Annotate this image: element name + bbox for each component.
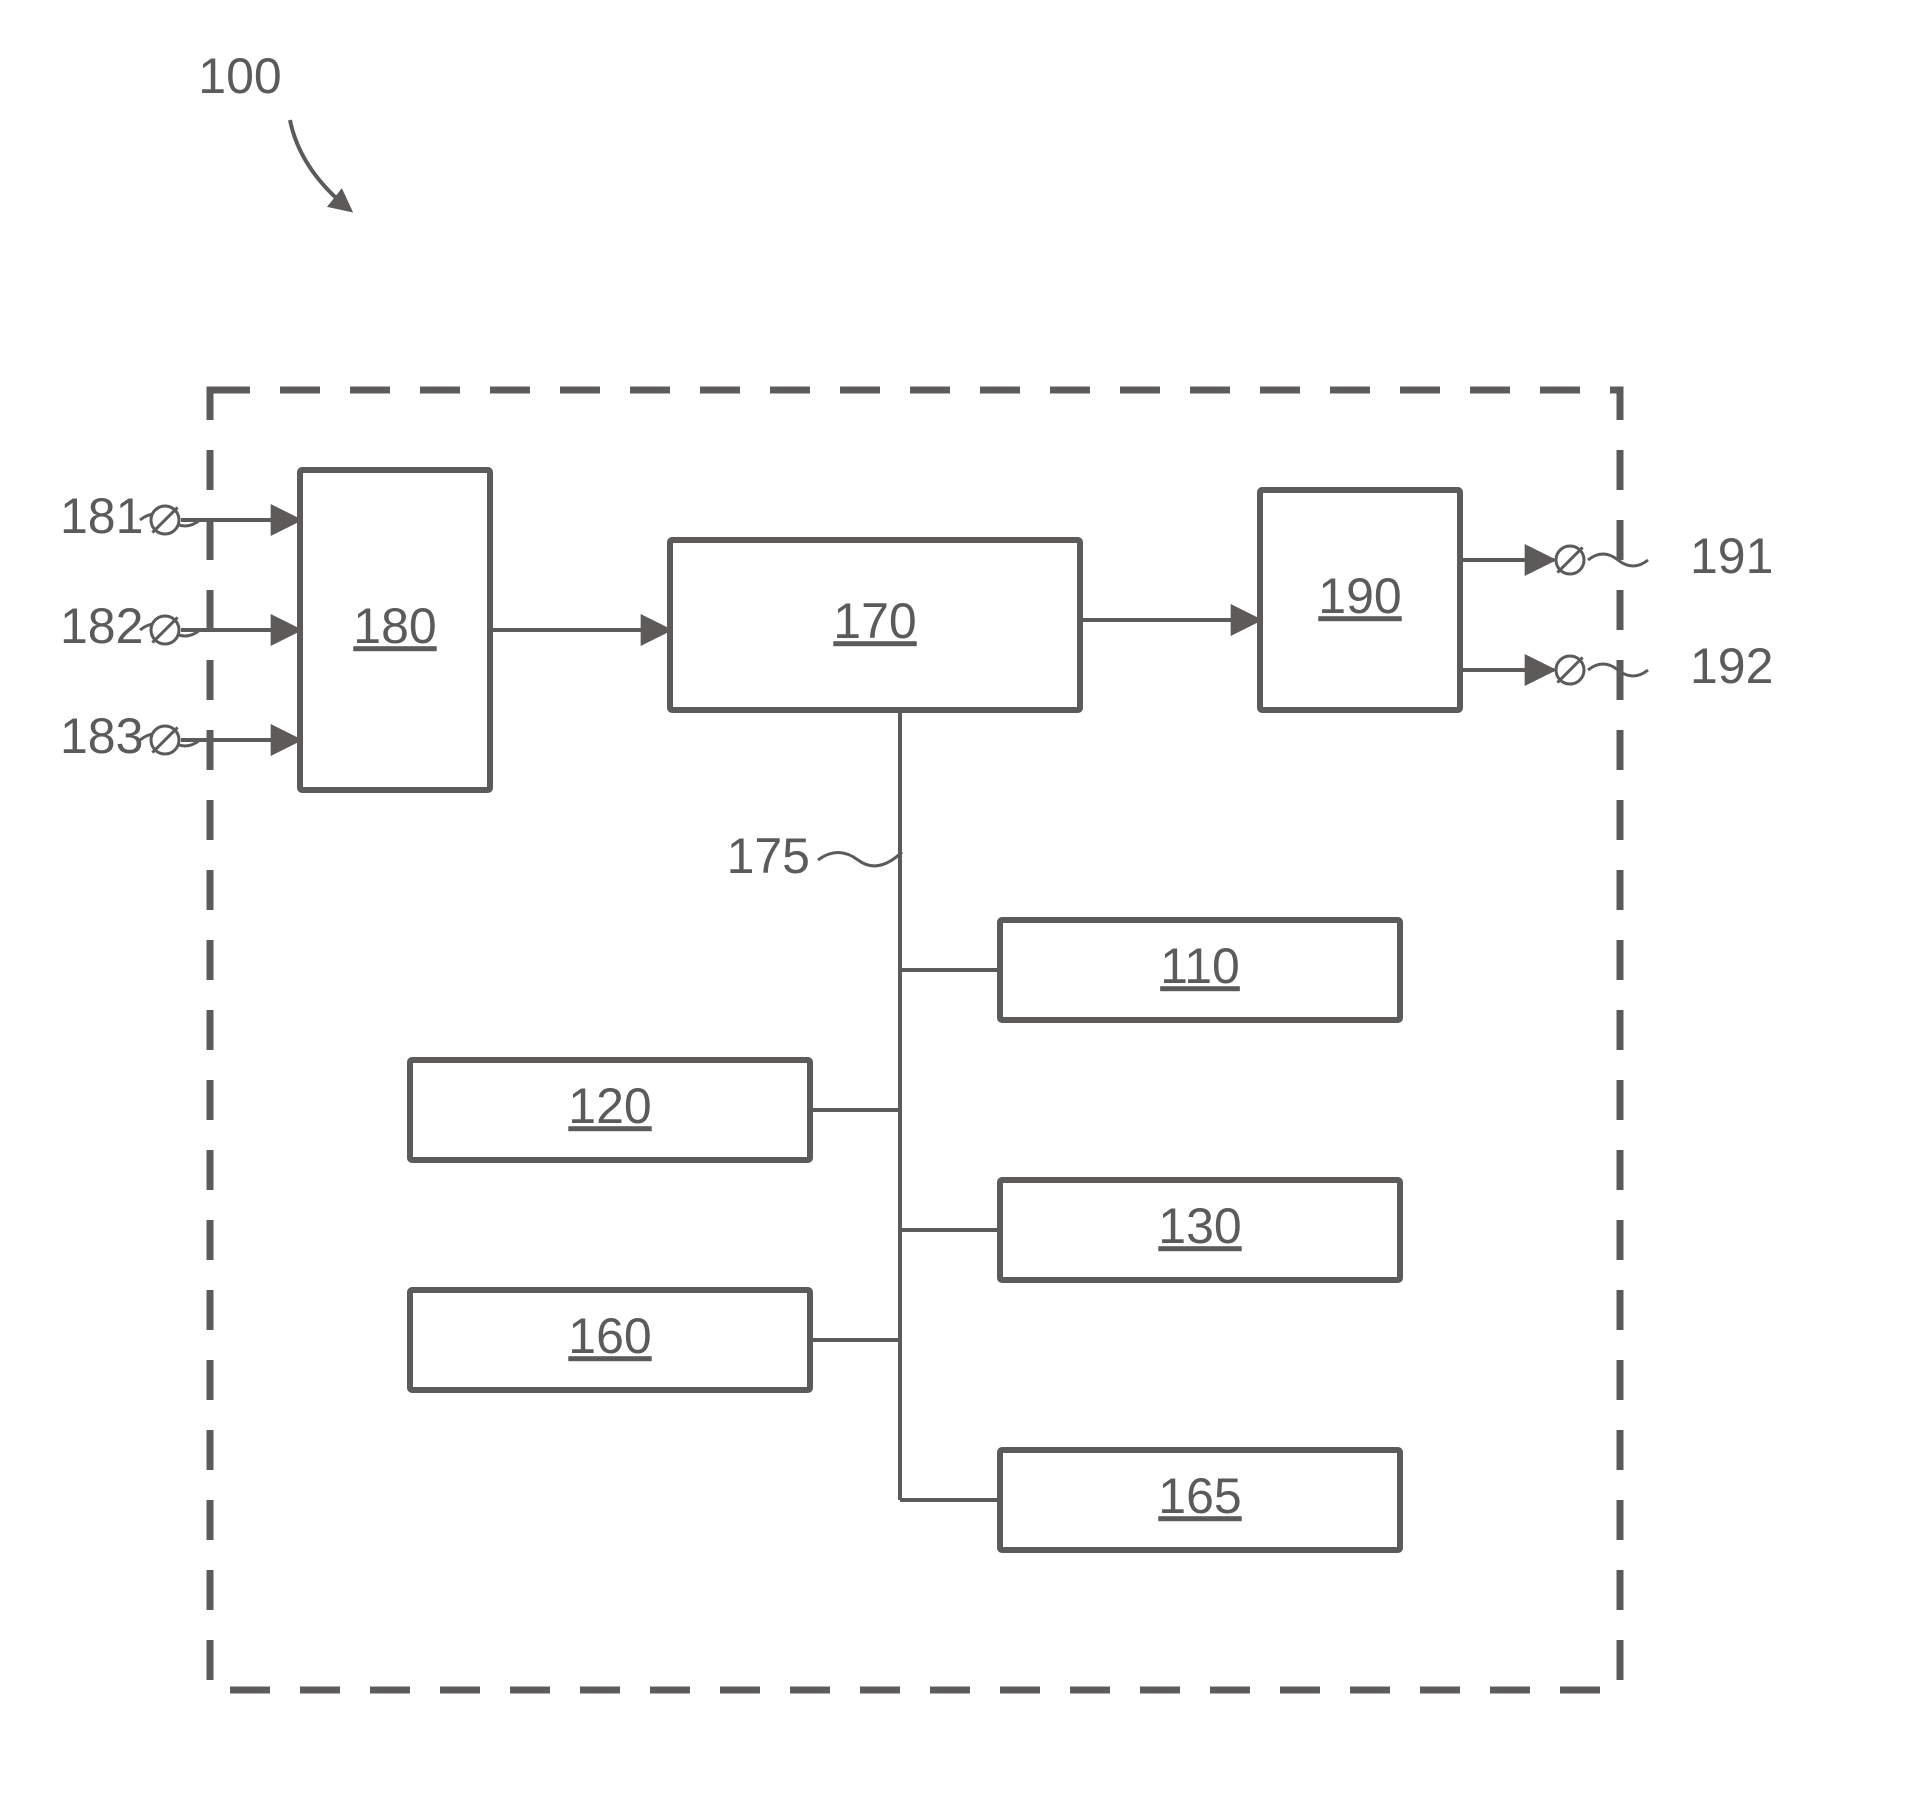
block-label-120: 120 [568, 1078, 651, 1134]
block-label-180: 180 [353, 598, 436, 654]
block-label-190: 190 [1318, 568, 1401, 624]
output-label-192: 192 [1690, 638, 1773, 694]
bus-label-leader [818, 852, 902, 866]
input-label-181: 181 [60, 488, 143, 544]
block-label-110: 110 [1160, 938, 1240, 994]
output-label-191: 191 [1690, 528, 1773, 584]
overall-label: 100 [198, 48, 281, 104]
block-label-160: 160 [568, 1308, 651, 1364]
bus-label: 175 [727, 828, 810, 884]
input-label-183: 183 [60, 708, 143, 764]
input-label-182: 182 [60, 598, 143, 654]
overall-label-arrow [290, 120, 350, 210]
block-label-130: 130 [1158, 1198, 1241, 1254]
block-diagram: 180 170 190 110 120 130 160 165 175 181 182 183 191 1… [0, 0, 1909, 1803]
block-label-170: 170 [833, 593, 916, 649]
block-label-165: 165 [1158, 1468, 1241, 1524]
